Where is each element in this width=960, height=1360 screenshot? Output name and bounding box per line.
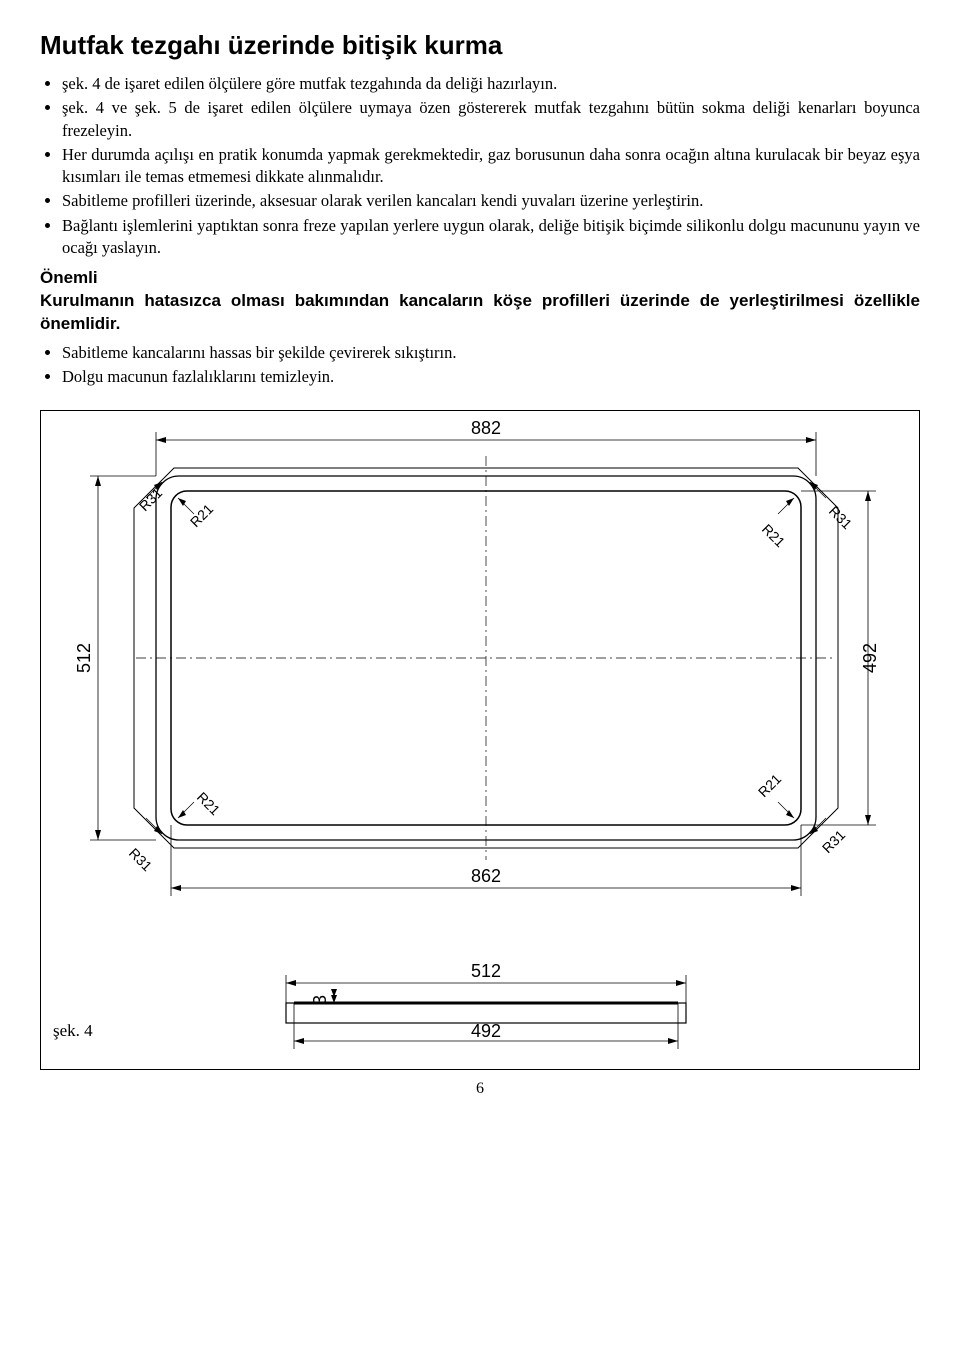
r-outer-tl: R31	[136, 485, 166, 515]
list-item: Sabitleme profilleri üzerinde, aksesuar …	[62, 190, 920, 212]
dim-top: 882	[471, 418, 501, 438]
list-item: Sabitleme kancalarını hassas bir şekilde…	[62, 342, 920, 364]
page-title: Mutfak tezgahı üzerinde bitişik kurma	[40, 30, 920, 61]
r-inner-br: R21	[755, 771, 785, 801]
list-item: şek. 4 de işaret edilen ölçülere göre mu…	[62, 73, 920, 95]
list-item: Bağlantı işlemlerini yaptıktan sonra fre…	[62, 215, 920, 260]
bullet-list-2: Sabitleme kancalarını hassas bir şekilde…	[40, 342, 920, 389]
r-inner-tr: R21	[759, 521, 789, 551]
r-inner-tl: R21	[187, 501, 217, 531]
important-text: Kurulmanın hatasızca olması bakımından k…	[40, 291, 920, 333]
r-outer-br: R31	[819, 827, 849, 857]
diagram-container: 882 862 512	[40, 410, 920, 1070]
list-item: Her durumda açılışı en pratik konumda ya…	[62, 144, 920, 189]
section-top-dim: 512	[471, 961, 501, 981]
r-inner-bl: R21	[194, 789, 224, 819]
r-outer-bl: R31	[126, 845, 156, 875]
dim-right: 492	[860, 643, 880, 673]
section-bottom-dim: 492	[471, 1021, 501, 1041]
figure-label: şek. 4	[53, 1021, 93, 1041]
dim-left: 512	[74, 643, 94, 673]
r-outer-tr: R31	[826, 503, 856, 533]
list-item: şek. 4 ve şek. 5 de işaret edilen ölçüle…	[62, 97, 920, 142]
section-height-dim: 3	[310, 995, 330, 1005]
list-item: Dolgu macunun fazlalıklarını temizleyin.	[62, 366, 920, 388]
technical-diagram: 882 862 512	[41, 411, 919, 1069]
dim-bottom: 862	[471, 866, 501, 886]
page-number: 6	[40, 1080, 920, 1098]
bullet-list-1: şek. 4 de işaret edilen ölçülere göre mu…	[40, 73, 920, 259]
important-block: Önemli Kurulmanın hatasızca olması bakım…	[40, 267, 920, 336]
important-label: Önemli	[40, 268, 98, 287]
